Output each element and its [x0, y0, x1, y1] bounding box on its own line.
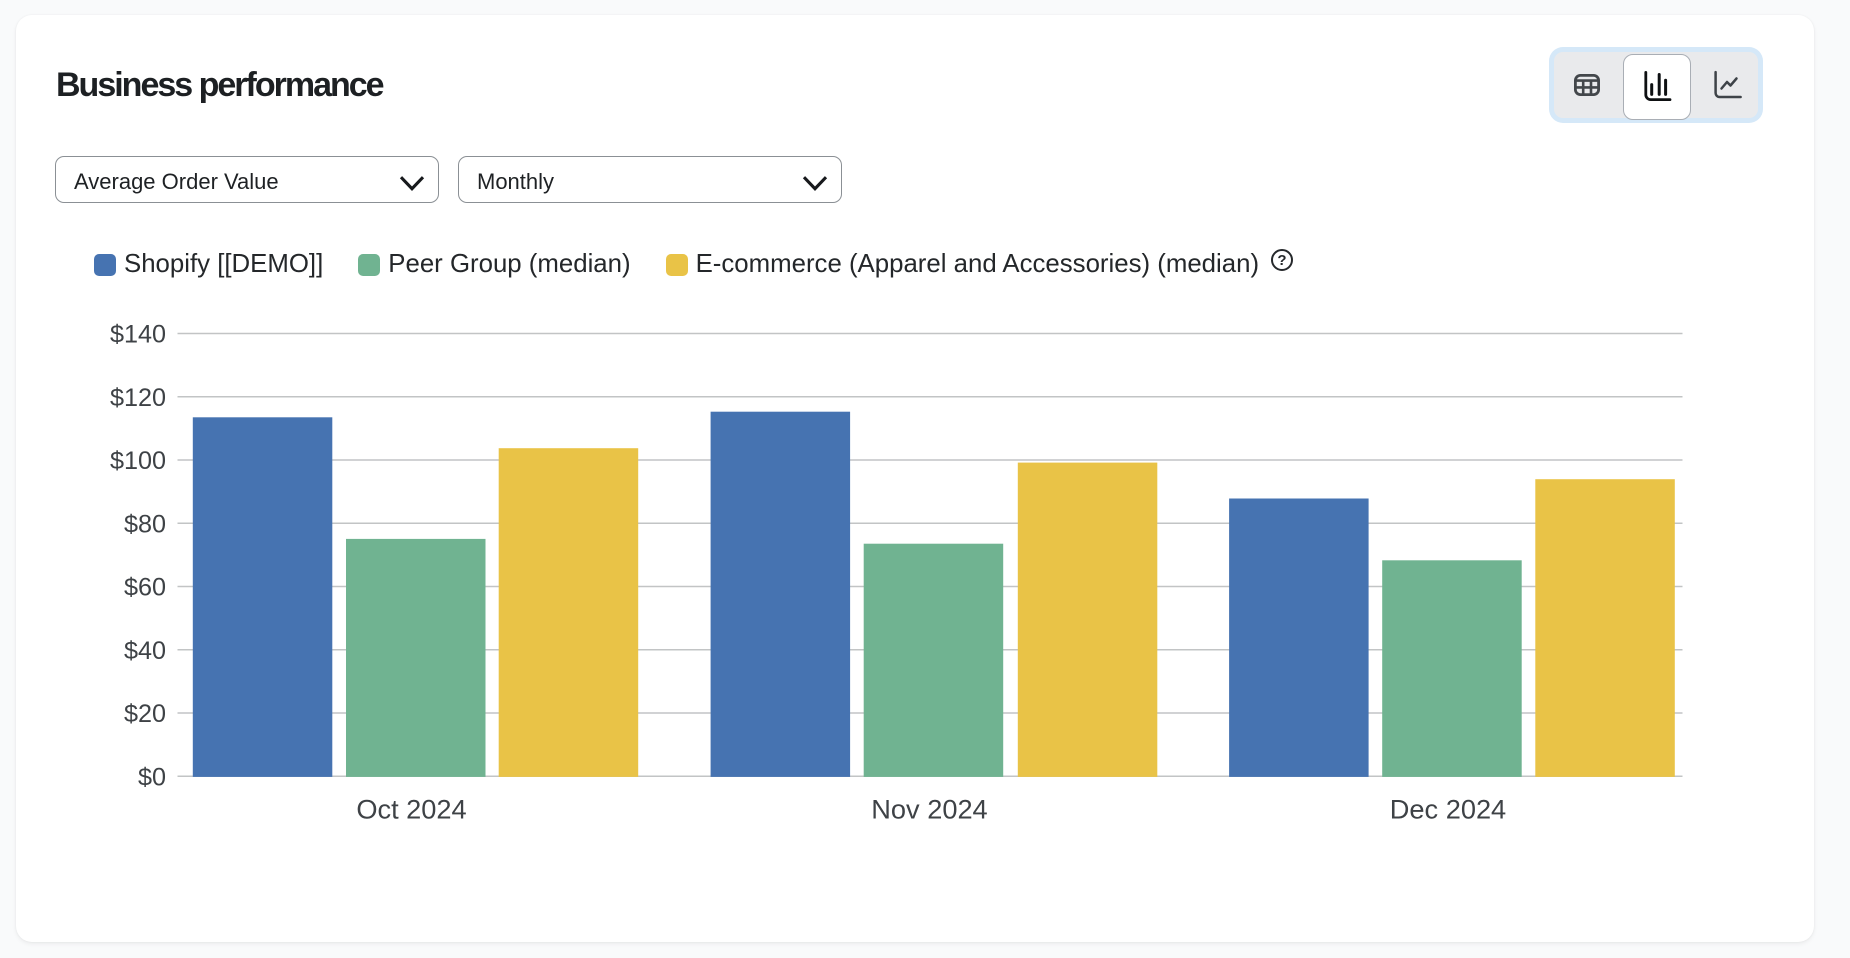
svg-text:?: ?	[1277, 252, 1286, 269]
